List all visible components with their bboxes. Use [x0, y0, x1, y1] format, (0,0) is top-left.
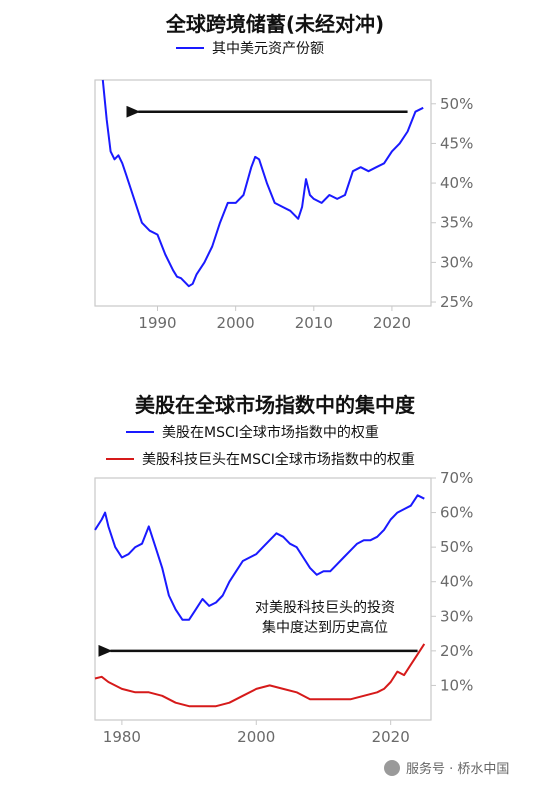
- chart1-legend-item: 其中美元资产份额: [176, 38, 324, 58]
- chart2-x-tick-label: 2020: [372, 728, 410, 746]
- chart2-x-tick-label: 1980: [103, 728, 141, 746]
- chart2-legend-item-tech-weight: 美股科技巨头在MSCI全球市场指数中的权重: [106, 449, 415, 469]
- chart2-y-tick-label: 50%: [440, 538, 473, 556]
- chart2-x-tick-label: 2000: [237, 728, 275, 746]
- legend-swatch-us-weight: [126, 431, 154, 433]
- chart1-y-tick-label: 45%: [440, 134, 473, 152]
- chart2-annotation-text: 集中度达到历史高位: [262, 619, 388, 636]
- chart1-series-line-1: [101, 79, 424, 288]
- chart2-y-tick-label: 40%: [440, 573, 473, 591]
- chart1-y-tick-label: 40%: [440, 174, 473, 192]
- legend-label-usd-share: 其中美元资产份额: [212, 41, 324, 57]
- watermark-text: 服务号 · 桥水中国: [406, 762, 510, 777]
- chart1-plot-frame: [94, 79, 432, 307]
- chart1-x-tick-label: 2000: [217, 314, 255, 332]
- watermark: 服务号 · 桥水中国: [384, 758, 509, 777]
- legend-swatch-tech-weight: [106, 458, 134, 460]
- chart1-title: 全球跨境储蓄(未经对冲): [165, 12, 385, 36]
- chart2-annotation-text: 对美股科技巨头的投资: [255, 600, 395, 616]
- legend-label-us-weight: 美股在MSCI全球市场指数中的权重: [162, 425, 379, 441]
- chart2-plot-frame: [94, 477, 432, 721]
- chart1-y-tick-label: 25%: [440, 293, 473, 311]
- chart1-x-tick-label: 2020: [373, 314, 411, 332]
- chart2-y-tick-label: 10%: [440, 676, 473, 694]
- chart1-x-tick-label: 1990: [138, 314, 176, 332]
- chart1-x-tick-label: 2010: [295, 314, 333, 332]
- chart2-y-tick-label: 30%: [440, 607, 473, 625]
- chart2-y-tick-label: 20%: [440, 642, 473, 660]
- chart2-series-line-1: [94, 494, 425, 621]
- legend-label-tech-weight: 美股科技巨头在MSCI全球市场指数中的权重: [142, 452, 415, 468]
- chart1-y-tick-label: 50%: [440, 95, 473, 113]
- chart2-y-tick-label: 70%: [440, 469, 473, 487]
- legend-swatch-usd-share: [176, 47, 204, 49]
- chart2-title: 美股在全球市场指数中的集中度: [135, 393, 415, 417]
- chart1-y-tick-label: 35%: [440, 214, 473, 232]
- chart2-series-line-2: [94, 643, 426, 708]
- chart2-legend-item-us-weight: 美股在MSCI全球市场指数中的权重: [126, 422, 379, 442]
- chart2-y-tick-label: 60%: [440, 504, 473, 522]
- wechat-icon: [384, 759, 400, 776]
- chart1-y-tick-label: 30%: [440, 253, 473, 271]
